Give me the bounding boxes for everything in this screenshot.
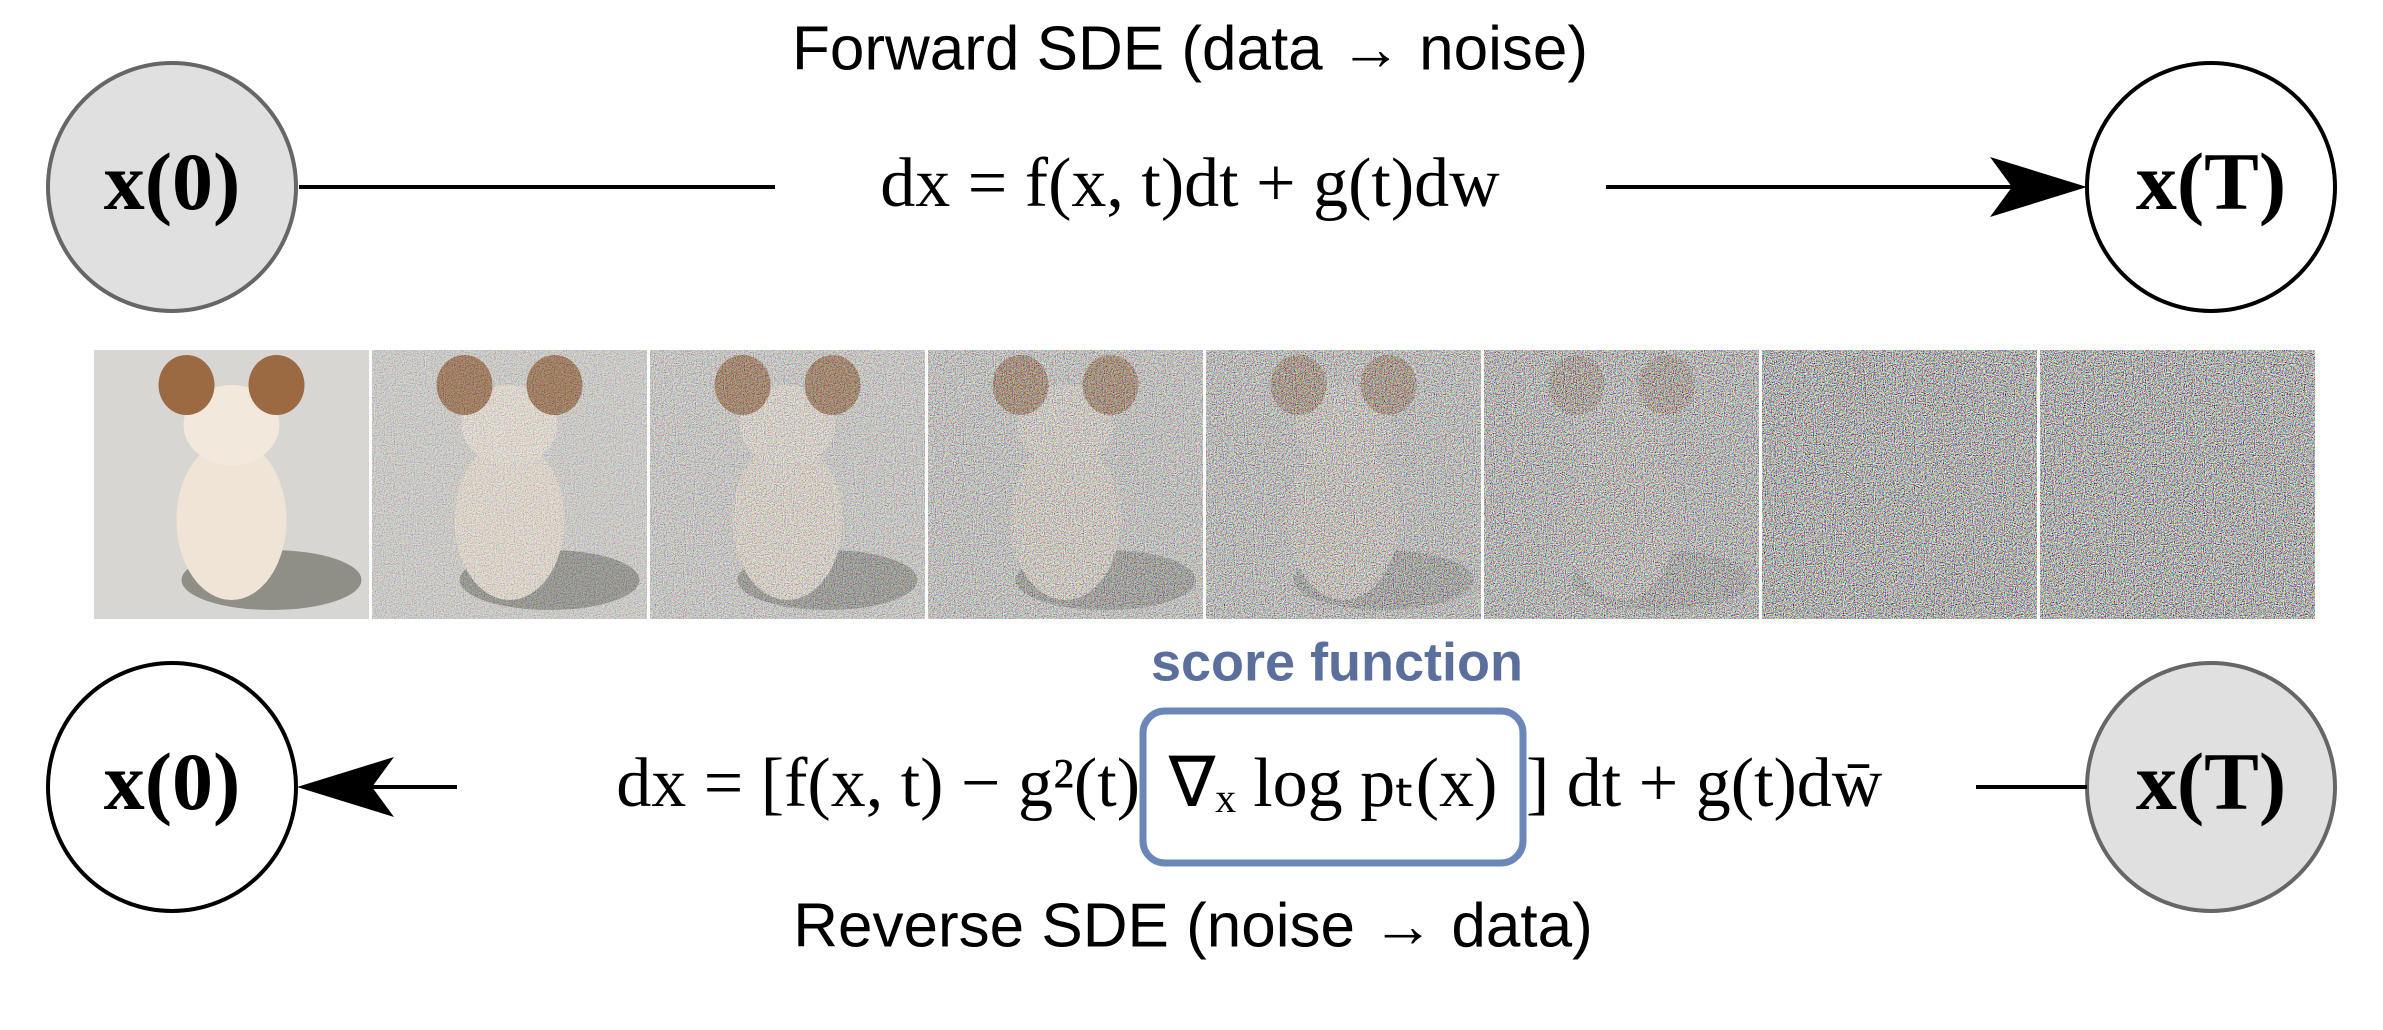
forward-equation: dx = f(x, t)dt + g(t)dw (880, 145, 1500, 222)
noise-overlay (1762, 350, 2037, 619)
score-label: score function (1151, 632, 1523, 692)
noisy-image (650, 350, 925, 619)
noisy-image (372, 350, 647, 619)
reverse-equation-part: ] dt + g(t)dw̄ (1526, 745, 1883, 822)
dog-ear (248, 355, 305, 415)
noise-overlay (372, 350, 647, 619)
reverse-equation-part: dx = [f(x, t) − g²(t) (616, 745, 1140, 822)
dog-ear (158, 355, 215, 415)
noisy-image (1484, 350, 1759, 619)
noise-overlay (2040, 350, 2315, 619)
noise-overlay (1484, 350, 1759, 619)
noise-overlay (650, 350, 925, 619)
noisy-image (1206, 350, 1481, 619)
score-box (1139, 707, 1527, 867)
reverse-title: Reverse SDE (noise → data) (793, 891, 1592, 960)
node-label: x(T) (2136, 736, 2286, 827)
image-strip (94, 350, 2315, 619)
node-label: x(T) (2136, 136, 2286, 227)
noisy-image (928, 350, 1203, 619)
noise-overlay (1206, 350, 1481, 619)
node-label: x(0) (104, 136, 241, 227)
noisy-image (2040, 350, 2315, 619)
node-label: x(0) (104, 736, 241, 827)
forward-title: Forward SDE (data → noise) (792, 14, 1588, 83)
node-circle (46, 661, 298, 913)
arrowhead (1990, 157, 2087, 217)
noisy-image (94, 350, 369, 619)
dog-body (176, 440, 287, 600)
node-circle (46, 61, 298, 313)
reverse-equation-score: ∇ₓ log pₜ(x) (1168, 745, 1498, 822)
dog-head (183, 385, 280, 465)
noise-overlay (928, 350, 1203, 619)
arrowhead (297, 757, 394, 817)
noisy-image (1762, 350, 2037, 619)
